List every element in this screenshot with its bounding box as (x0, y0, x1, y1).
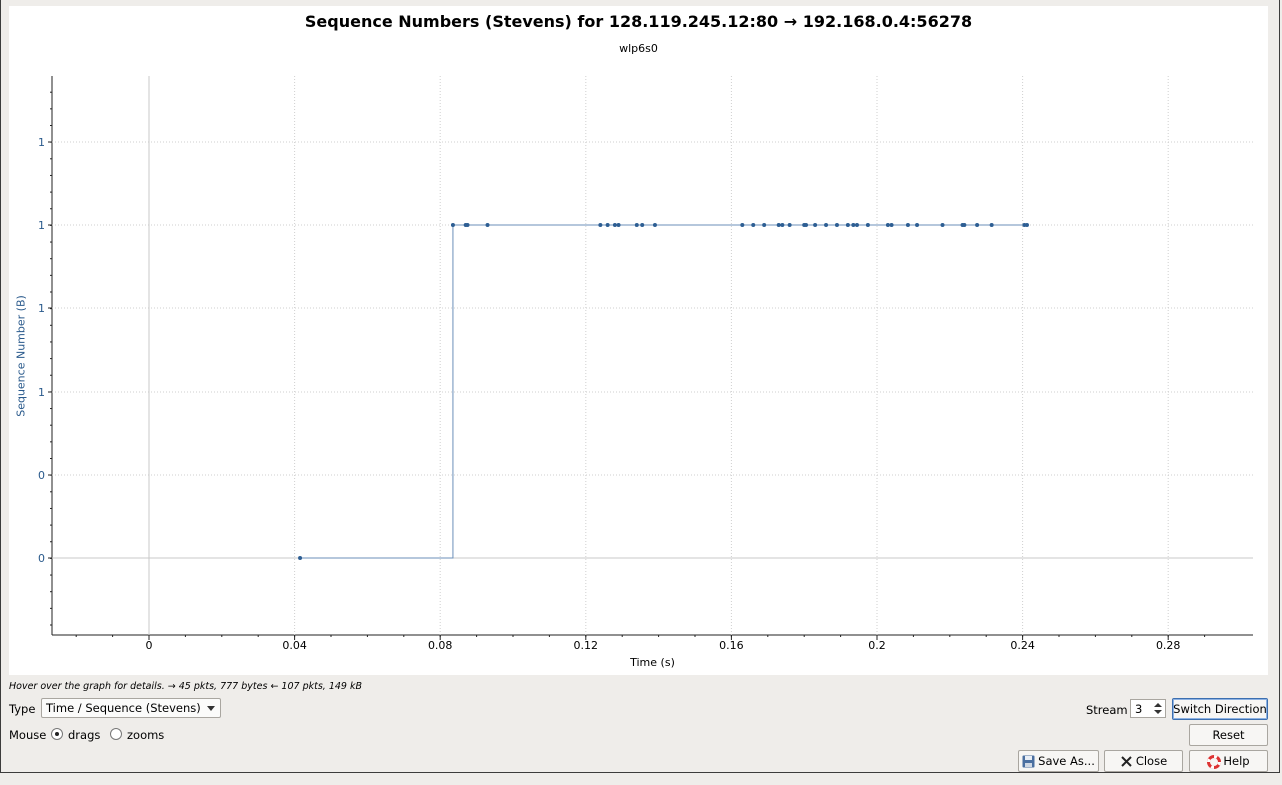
data-point (780, 223, 785, 227)
data-point (824, 223, 829, 227)
y-axis-label: Sequence Number (B) (14, 295, 28, 417)
y-tick-label: 1 (38, 136, 45, 149)
radio-selected-dot (55, 732, 59, 736)
data-point (885, 223, 890, 227)
data-point (465, 223, 470, 227)
data-point (854, 223, 859, 227)
type-label: Type (9, 702, 36, 716)
data-point (915, 223, 920, 227)
graph-type-select[interactable]: Time / Sequence (Stevens) (41, 698, 221, 718)
data-point (298, 556, 303, 560)
stream-value: 3 (1135, 702, 1143, 716)
data-point (865, 223, 870, 227)
data-point (605, 223, 610, 227)
drags-radio-label[interactable]: drags (68, 728, 101, 742)
data-point (616, 223, 621, 227)
zooms-radio[interactable] (110, 728, 122, 740)
spin-up-icon[interactable] (1154, 703, 1162, 707)
plot-panel[interactable] (9, 6, 1268, 675)
data-point (1024, 223, 1029, 227)
sequence-plot[interactable]: 0 0 1 1 1 1 0 0.04 0.08 0.12 0.16 0.2 0.24 0.28 (0, 0, 1282, 680)
graph-type-value: Time / Sequence (Stevens) (46, 701, 201, 715)
status-hint: Hover over the graph for details. → 45 p… (9, 681, 362, 692)
data-point (889, 223, 894, 227)
switch-direction-button[interactable]: Switch Direction (1172, 698, 1268, 720)
data-point (804, 223, 809, 227)
data-point (751, 223, 756, 227)
data-point (598, 223, 603, 227)
y-tick-label: 1 (38, 302, 45, 315)
switch-direction-label: Switch Direction (1173, 702, 1267, 716)
data-point (762, 223, 767, 227)
close-button[interactable]: Close (1104, 750, 1183, 772)
data-point (989, 223, 994, 227)
help-label: Help (1223, 754, 1250, 768)
x-tick-label: 0.28 (1156, 639, 1181, 652)
x-tick-label: 0.2 (868, 639, 886, 652)
data-point (634, 223, 639, 227)
save-as-button[interactable]: Save As... (1018, 750, 1099, 772)
y-tick-label: 0 (38, 469, 45, 482)
y-tick-label: 1 (38, 219, 45, 232)
drags-radio[interactable] (51, 728, 63, 740)
spin-down-icon[interactable] (1154, 710, 1162, 714)
stream-spinbox[interactable]: 3 (1130, 699, 1166, 718)
help-button[interactable]: Help (1189, 750, 1268, 772)
data-point (845, 223, 850, 227)
chart-subtitle: wlp6s0 (619, 42, 658, 55)
data-point (975, 223, 980, 227)
data-point (905, 223, 910, 227)
close-label: Close (1135, 754, 1168, 768)
floppy-disk-icon (1022, 755, 1035, 768)
reset-button[interactable]: Reset (1189, 724, 1268, 746)
y-tick-label: 0 (38, 552, 45, 565)
chevron-down-icon (207, 706, 215, 711)
data-point (485, 223, 490, 227)
x-tick-label: 0 (146, 639, 153, 652)
data-point (640, 223, 645, 227)
x-tick-label: 0.12 (574, 639, 599, 652)
x-tick-label: 0.16 (719, 639, 744, 652)
data-point (851, 223, 856, 227)
data-point (787, 223, 792, 227)
x-tick-label: 0.24 (1010, 639, 1035, 652)
y-tick-label: 1 (38, 386, 45, 399)
reset-label: Reset (1212, 728, 1245, 742)
close-icon (1120, 755, 1133, 768)
stream-label: Stream (1086, 703, 1128, 717)
data-point (940, 223, 945, 227)
mouse-label: Mouse (9, 728, 47, 742)
data-point (652, 223, 657, 227)
x-axis-label: Time (s) (630, 656, 675, 669)
data-point (834, 223, 839, 227)
x-tick-label: 0.08 (428, 639, 453, 652)
save-as-label: Save As... (1038, 754, 1095, 768)
chart-title: Sequence Numbers (Stevens) for 128.119.2… (304, 12, 973, 31)
zooms-radio-label[interactable]: zooms (127, 728, 165, 742)
data-point (776, 223, 781, 227)
data-point (813, 223, 818, 227)
data-point (450, 223, 455, 227)
help-lifebuoy-icon (1207, 754, 1222, 769)
data-point (612, 223, 617, 227)
data-point (740, 223, 745, 227)
x-tick-label: 0.04 (282, 639, 307, 652)
data-point (962, 223, 967, 227)
